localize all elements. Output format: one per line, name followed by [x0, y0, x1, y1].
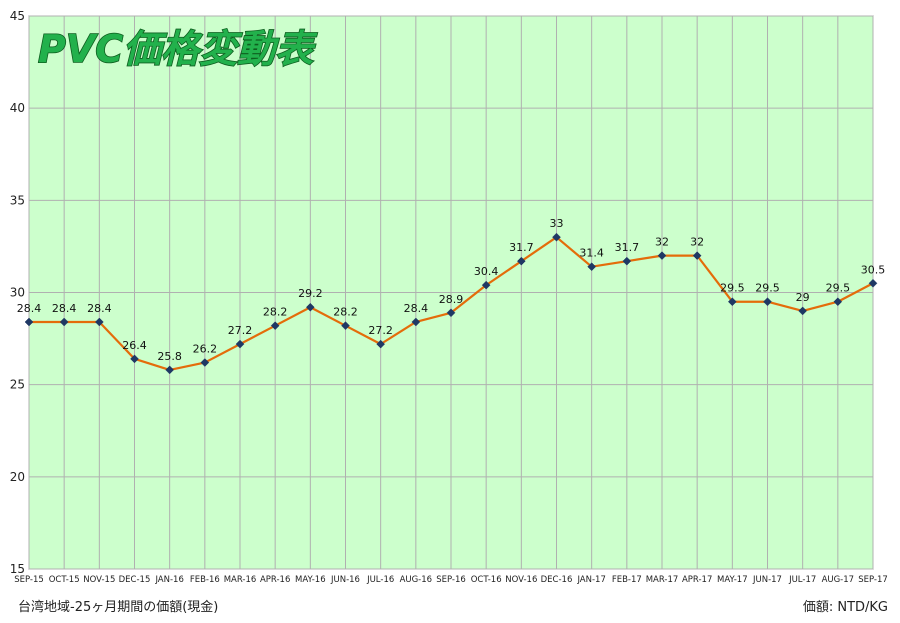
footer-caption-right: 価額: NTD/KG	[802, 600, 888, 615]
data-label: 30.4	[474, 265, 499, 278]
x-tick-label: MAR-16	[224, 575, 257, 585]
data-point-marker	[130, 354, 139, 364]
data-label: 32	[690, 236, 704, 249]
data-label: 29.2	[298, 287, 323, 300]
data-label: 28.4	[87, 302, 112, 315]
data-label: 28.9	[439, 293, 464, 306]
x-tick-label: OCT-15	[49, 575, 80, 585]
footer-caption-left: 台湾地域-25ヶ月期間の価額(現金)	[18, 600, 219, 615]
x-tick-label: MAY-17	[717, 575, 748, 585]
data-label: 28.2	[333, 306, 358, 319]
y-tick-label: 15	[10, 562, 25, 576]
chart-title: PVC価格変動表	[38, 27, 318, 71]
x-tick-label: FEB-17	[612, 575, 642, 585]
x-tick-label: JUL-17	[788, 575, 816, 585]
data-point-marker	[587, 262, 597, 272]
x-tick-label: NOV-16	[505, 575, 537, 585]
data-point-marker	[622, 256, 632, 266]
data-point-marker	[798, 306, 808, 316]
data-label: 25.8	[157, 350, 182, 363]
data-label: 31.7	[509, 241, 534, 254]
data-label: 29.5	[826, 282, 851, 295]
data-label: 29.5	[720, 282, 745, 295]
y-tick-label: 20	[10, 470, 25, 484]
chart-title-group: PVC価格変動表	[37, 26, 319, 72]
data-point-marker	[516, 256, 526, 266]
gridlines	[28, 15, 874, 570]
x-tick-label: AUG-17	[822, 575, 855, 585]
x-tick-label: JUL-16	[366, 575, 394, 585]
data-point-marker	[341, 321, 350, 331]
data-point-marker	[446, 308, 456, 318]
x-tick-label: SEP-15	[14, 575, 44, 585]
x-tick-label: JAN-17	[576, 575, 605, 585]
data-label: 28.4	[404, 302, 429, 315]
data-label: 27.2	[368, 324, 393, 337]
data-label: 31.7	[615, 241, 640, 254]
data-label: 33	[550, 217, 564, 230]
data-label: 29.5	[755, 282, 780, 295]
data-label: 28.2	[263, 306, 288, 319]
data-label: 26.2	[193, 343, 218, 356]
x-tick-label: OCT-16	[471, 575, 502, 585]
x-tick-label: DEC-15	[119, 575, 151, 585]
data-point-marker	[692, 251, 702, 260]
data-label: 31.4	[579, 247, 604, 260]
data-label: 29	[796, 291, 810, 304]
data-markers	[24, 232, 878, 375]
data-point-marker	[305, 302, 315, 312]
x-tick-label: DEC-16	[541, 575, 573, 585]
x-tick-label: JUN-16	[330, 575, 360, 585]
x-tick-label: MAY-16	[295, 575, 326, 585]
data-labels: 28.4 28.4 28.4 26.4 25.8 26.2 27.2 28.2 29.2 28.2…	[17, 217, 886, 363]
x-tick-label: AUG-16	[400, 575, 433, 585]
data-point-marker	[59, 317, 69, 327]
data-label: 30.5	[861, 263, 886, 276]
data-point-marker	[657, 251, 667, 260]
x-tick-label: JUN-17	[752, 575, 782, 585]
y-tick-label: 30	[10, 286, 25, 300]
data-point-marker	[200, 358, 210, 367]
data-point-marker	[481, 280, 491, 290]
data-label: 32	[655, 236, 669, 249]
x-tick-label: APR-17	[682, 575, 712, 585]
data-point-marker	[235, 339, 245, 349]
data-point-marker	[270, 321, 280, 331]
x-tick-label: FEB-16	[190, 575, 220, 585]
data-point-marker	[411, 317, 421, 327]
data-point-marker	[165, 365, 175, 375]
data-point-marker	[376, 339, 386, 349]
data-label: 28.4	[17, 302, 42, 315]
y-tick-label: 45	[10, 9, 25, 23]
y-tick-label: 40	[10, 101, 25, 115]
x-tick-label: SEP-17	[858, 575, 888, 585]
data-point-marker	[552, 232, 561, 242]
x-tick-label: APR-16	[260, 575, 290, 585]
data-point-marker	[24, 317, 34, 327]
x-tick-label: JAN-16	[154, 575, 183, 585]
data-point-marker	[763, 297, 772, 307]
data-label: 26.4	[122, 339, 147, 352]
data-point-marker	[868, 278, 878, 288]
data-point-marker	[94, 317, 104, 327]
x-tick-label: MAR-17	[646, 575, 679, 585]
data-label: 27.2	[228, 324, 253, 337]
x-tick-label: SEP-16	[436, 575, 466, 585]
y-tick-label: 25	[10, 378, 25, 392]
data-label: 28.4	[52, 302, 77, 315]
data-point-marker	[727, 297, 737, 307]
data-point-marker	[833, 297, 843, 307]
y-tick-label: 35	[10, 193, 25, 207]
x-tick-label: NOV-15	[83, 575, 115, 585]
